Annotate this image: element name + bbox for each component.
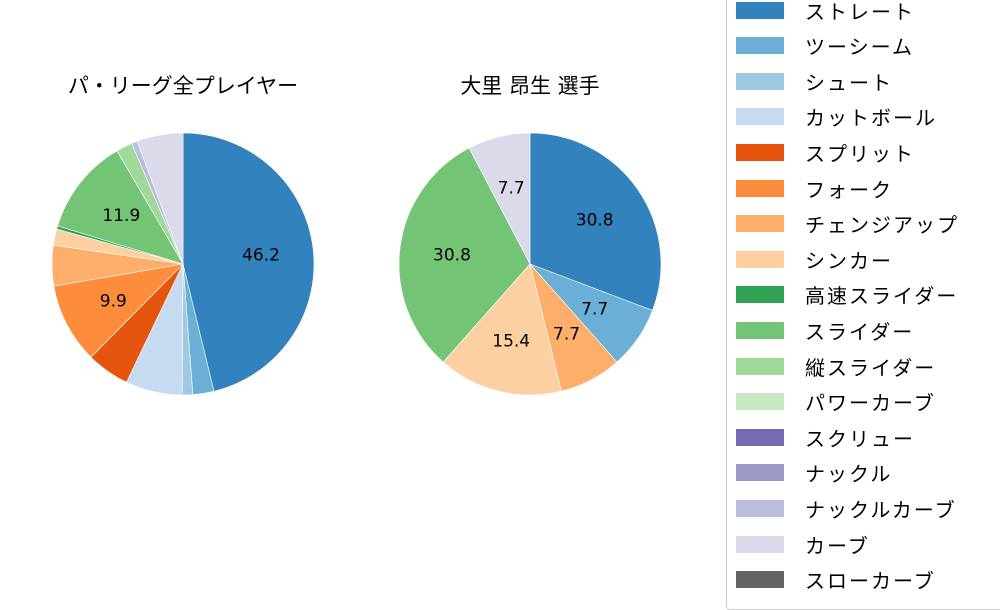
legend-label: ストレート bbox=[805, 0, 915, 24]
legend-item: ナックルカーブ bbox=[736, 493, 957, 523]
pie-slice-label: 7.7 bbox=[581, 300, 608, 320]
legend-item: カットボール bbox=[736, 102, 937, 132]
pie-charts: 46.29.911.9 30.87.77.715.430.87.7 bbox=[51, 132, 662, 396]
legend-label: ナックルカーブ bbox=[805, 497, 957, 522]
legend-item: スクリュー bbox=[736, 422, 915, 452]
pie-slice-label: 11.9 bbox=[102, 206, 140, 226]
pie-league: 46.2 9.9 11.9 bbox=[51, 132, 315, 396]
legend-swatch bbox=[736, 215, 784, 233]
legend-label: カーブ bbox=[805, 533, 870, 558]
legend-item: 高速スライダー bbox=[736, 280, 958, 310]
legend-label: シンカー bbox=[805, 248, 893, 273]
pie-slice bbox=[182, 132, 315, 392]
legend-label: チェンジアップ bbox=[805, 213, 959, 238]
legend-swatch bbox=[736, 1, 784, 19]
legend-item: ツーシーム bbox=[736, 31, 914, 61]
legend-swatch bbox=[736, 143, 784, 161]
pie-slice bbox=[53, 263, 184, 358]
legend-label: パワーカーブ bbox=[805, 391, 936, 416]
pie-slice bbox=[529, 132, 662, 311]
pie-slice bbox=[468, 132, 531, 265]
legend-item: フォーク bbox=[736, 173, 893, 203]
legend-swatch bbox=[736, 393, 784, 411]
pie-slice bbox=[57, 150, 184, 265]
legend-swatch bbox=[736, 464, 784, 482]
legend-item: ストレート bbox=[736, 0, 915, 25]
pie-player: 30.87.77.715.430.87.7 bbox=[398, 132, 662, 396]
chart-title-league: パ・リーグ全プレイヤー bbox=[67, 74, 299, 98]
pie-slice bbox=[398, 147, 531, 363]
pie-slice-label: 7.7 bbox=[553, 325, 580, 345]
pie-slice bbox=[442, 263, 562, 396]
legend-swatch bbox=[736, 428, 784, 446]
legend-item: パワーカーブ bbox=[736, 387, 936, 417]
legend: ストレートツーシームシュートカットボール スプリットフォークチェンジアップ シンカー… bbox=[726, 0, 1000, 610]
legend-item: スライダー bbox=[736, 315, 914, 345]
legend-label: ナックル bbox=[805, 462, 893, 487]
legend-swatch bbox=[736, 357, 784, 375]
legend-swatch bbox=[736, 321, 784, 339]
pie-slice-label: 9.9 bbox=[100, 291, 127, 311]
legend-label: スライダー bbox=[805, 319, 915, 344]
legend-label: ツーシーム bbox=[805, 35, 914, 60]
legend-item: スプリット bbox=[736, 137, 915, 167]
legend-swatch bbox=[736, 571, 784, 589]
pie-slice-label: 15.4 bbox=[492, 331, 530, 351]
pie-slice-label: 30.8 bbox=[576, 210, 614, 230]
legend-swatch bbox=[736, 499, 784, 517]
legend-item: シンカー bbox=[736, 244, 893, 274]
legend-label: スローカーブ bbox=[805, 569, 936, 594]
chart-title-player: 大里 昂生 選手 bbox=[460, 74, 600, 98]
legend-swatch bbox=[736, 108, 784, 126]
legend-item: 縦スライダー bbox=[736, 351, 936, 381]
pie-slice bbox=[136, 132, 184, 265]
pie-slice-label: 7.7 bbox=[498, 179, 525, 199]
legend-swatch bbox=[736, 250, 784, 268]
legend-item: スローカーブ bbox=[736, 565, 936, 595]
legend-item: カーブ bbox=[736, 529, 870, 559]
legend-swatch bbox=[736, 286, 784, 304]
pie-slice-label: 30.8 bbox=[433, 246, 471, 266]
legend-label: カットボール bbox=[805, 106, 937, 131]
legend-swatch bbox=[736, 37, 784, 55]
legend-label: スプリット bbox=[805, 141, 915, 166]
legend-item: シュート bbox=[736, 66, 893, 96]
pie-slice-label: 46.2 bbox=[242, 246, 280, 266]
legend-label: スクリュー bbox=[805, 426, 915, 451]
legend-label: 縦スライダー bbox=[805, 355, 937, 380]
legend-swatch bbox=[736, 72, 784, 90]
legend-label: 高速スライダー bbox=[805, 284, 959, 309]
legend-item: チェンジアップ bbox=[736, 209, 959, 239]
legend-label: シュート bbox=[805, 70, 893, 95]
legend-swatch bbox=[736, 179, 784, 197]
legend-swatch bbox=[736, 535, 784, 553]
legend-item: ナックル bbox=[736, 458, 892, 488]
legend-label: フォーク bbox=[805, 177, 893, 202]
